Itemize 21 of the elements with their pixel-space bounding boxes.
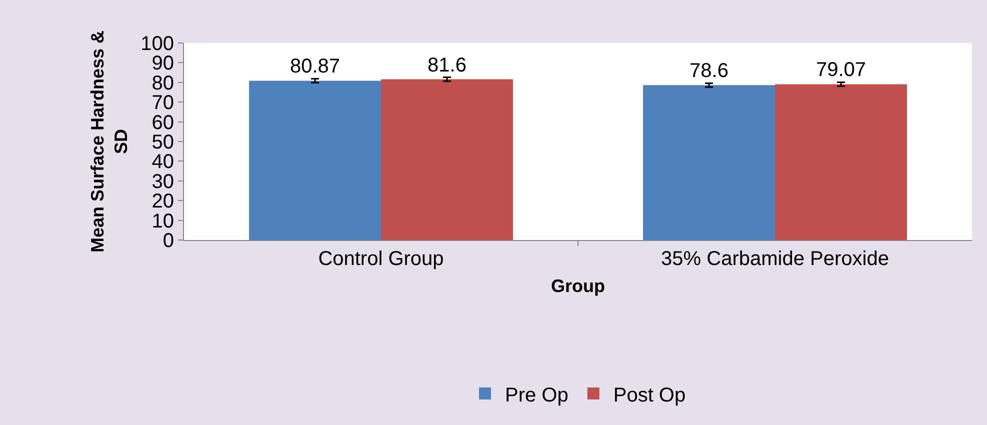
y-tick-label: 70 [152, 92, 174, 114]
data-label: 80.87 [290, 56, 340, 78]
data-label: 78.6 [690, 60, 728, 82]
y-tick-label: 90 [152, 52, 174, 75]
legend-label: Pre Op [505, 384, 568, 406]
legend-label: Post Op [613, 384, 686, 406]
y-tick-label: 10 [152, 210, 174, 232]
y-axis-title: Mean Surface Hardness & SD [87, 30, 131, 253]
y-tick-label: 80 [152, 72, 174, 94]
x-axis-title: Group [551, 276, 605, 296]
y-tick-label: 40 [152, 151, 174, 174]
y-tick-label: 100 [140, 33, 174, 55]
data-label: 81.6 [428, 54, 466, 76]
y-tick-label: 50 [152, 132, 174, 154]
y-tick-label: 20 [152, 190, 174, 213]
y-tick-label: 0 [162, 230, 174, 252]
x-tick-label: Control Group [318, 248, 444, 270]
y-tick-label: 30 [152, 170, 174, 193]
data-label: 79.07 [816, 59, 866, 82]
y-tick-label: 60 [152, 112, 174, 134]
x-tick-label: 35% Carbamide Peroxide [661, 248, 889, 270]
